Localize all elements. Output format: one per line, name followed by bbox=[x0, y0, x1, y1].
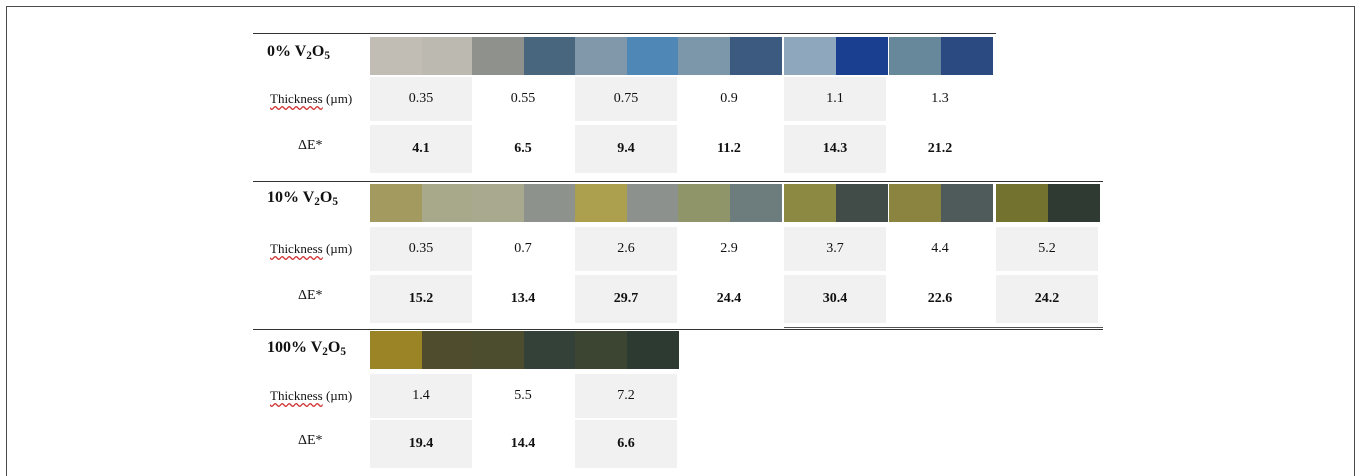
color-swatch bbox=[784, 37, 836, 75]
delta-e-value: 24.2 bbox=[996, 275, 1098, 323]
section-label-sub: 5 bbox=[340, 346, 346, 358]
color-swatch bbox=[730, 184, 782, 222]
section-label: 100% V2O5 bbox=[267, 339, 346, 358]
thickness-value: 5.2 bbox=[996, 227, 1098, 271]
delta-e-value: 6.5 bbox=[514, 141, 532, 156]
thickness-value: 0.55 bbox=[510, 91, 536, 106]
section-label: 10% V2O5 bbox=[267, 189, 338, 208]
figure-frame bbox=[6, 6, 1355, 476]
thickness-row-label: Thickness (µm) bbox=[270, 241, 352, 257]
color-swatch bbox=[996, 184, 1048, 222]
section-label-sub: 2 bbox=[314, 196, 320, 208]
delta-e-value: 15.2 bbox=[370, 275, 472, 323]
color-swatch bbox=[627, 331, 679, 369]
delta-e-row-label: ΔE* bbox=[298, 433, 323, 448]
color-swatch bbox=[784, 184, 836, 222]
delta-e-value: 4.1 bbox=[370, 125, 472, 173]
thickness-row-label: Thickness (µm) bbox=[270, 388, 352, 404]
delta-e-value: 29.7 bbox=[575, 275, 677, 323]
color-swatch bbox=[422, 37, 474, 75]
thickness-word: Thickness bbox=[270, 241, 323, 256]
section-label-prefix: 10% V bbox=[267, 189, 315, 206]
section-label-mid: O bbox=[311, 43, 325, 60]
delta-e-value: 9.4 bbox=[575, 125, 677, 173]
color-swatch bbox=[889, 184, 941, 222]
delta-e-value: 22.6 bbox=[927, 291, 953, 306]
color-swatch bbox=[678, 37, 730, 75]
color-swatch bbox=[472, 331, 524, 369]
thickness-value: 0.35 bbox=[370, 77, 472, 121]
color-swatch bbox=[941, 184, 993, 222]
thickness-value: 2.9 bbox=[720, 241, 738, 256]
delta-e-value: 11.2 bbox=[717, 141, 741, 156]
color-swatch bbox=[370, 37, 422, 75]
color-swatch bbox=[472, 37, 524, 75]
thickness-value: 7.2 bbox=[575, 374, 677, 418]
color-swatch bbox=[1048, 184, 1100, 222]
delta-e-value: 13.4 bbox=[510, 291, 536, 306]
color-swatch bbox=[370, 331, 422, 369]
thickness-word: Thickness bbox=[270, 388, 323, 403]
section-label: 0% V2O5 bbox=[267, 43, 330, 62]
section-divider bbox=[253, 33, 996, 34]
thickness-value: 4.4 bbox=[931, 241, 949, 256]
color-swatch bbox=[524, 37, 576, 75]
section-label-prefix: 0% V bbox=[267, 43, 307, 60]
section-divider bbox=[784, 327, 1103, 328]
thickness-value: 0.35 bbox=[370, 227, 472, 271]
color-swatch bbox=[627, 184, 679, 222]
color-swatch bbox=[575, 184, 627, 222]
color-swatch bbox=[422, 331, 474, 369]
section-label-sub: 2 bbox=[306, 50, 312, 62]
color-swatch bbox=[730, 37, 782, 75]
section-label-mid: O bbox=[319, 189, 333, 206]
thickness-value: 1.4 bbox=[370, 374, 472, 418]
thickness-value: 0.75 bbox=[575, 77, 677, 121]
thickness-value: 3.7 bbox=[784, 227, 886, 271]
thickness-value: 0.9 bbox=[720, 91, 738, 106]
delta-e-value: 19.4 bbox=[370, 420, 472, 468]
color-swatch bbox=[575, 37, 627, 75]
thickness-unit: (µm) bbox=[325, 241, 353, 256]
color-swatch bbox=[627, 37, 679, 75]
delta-e-row-label: ΔE* bbox=[298, 288, 323, 303]
color-swatch bbox=[836, 37, 888, 75]
thickness-word: Thickness bbox=[270, 91, 323, 106]
delta-e-value: 21.2 bbox=[927, 141, 953, 156]
color-swatch bbox=[889, 37, 941, 75]
thickness-unit: (µm) bbox=[325, 388, 353, 403]
delta-e-value: 24.4 bbox=[716, 291, 742, 306]
section-divider bbox=[253, 329, 1103, 330]
section-label-mid: O bbox=[327, 339, 341, 356]
section-divider bbox=[253, 181, 1103, 182]
thickness-value: 2.6 bbox=[575, 227, 677, 271]
color-swatch bbox=[370, 184, 422, 222]
color-swatch bbox=[575, 331, 627, 369]
color-swatch bbox=[524, 331, 576, 369]
section-label-sub: 2 bbox=[322, 346, 328, 358]
delta-e-row-label: ΔE* bbox=[298, 138, 323, 153]
color-swatch bbox=[524, 184, 576, 222]
delta-e-value: 30.4 bbox=[784, 275, 886, 323]
thickness-value: 5.5 bbox=[514, 388, 532, 403]
color-swatch bbox=[472, 184, 524, 222]
thickness-value: 1.3 bbox=[931, 91, 949, 106]
thickness-unit: (µm) bbox=[325, 91, 353, 106]
section-label-prefix: 100% V bbox=[267, 339, 323, 356]
color-swatch bbox=[678, 184, 730, 222]
section-label-sub: 5 bbox=[332, 196, 338, 208]
delta-e-value: 6.6 bbox=[575, 420, 677, 468]
color-swatch bbox=[422, 184, 474, 222]
section-label-sub: 5 bbox=[324, 50, 330, 62]
thickness-value: 0.7 bbox=[514, 241, 532, 256]
color-swatch bbox=[836, 184, 888, 222]
thickness-row-label: Thickness (µm) bbox=[270, 91, 352, 107]
thickness-value: 1.1 bbox=[784, 77, 886, 121]
delta-e-value: 14.4 bbox=[510, 436, 536, 451]
color-swatch bbox=[941, 37, 993, 75]
delta-e-value: 14.3 bbox=[784, 125, 886, 173]
